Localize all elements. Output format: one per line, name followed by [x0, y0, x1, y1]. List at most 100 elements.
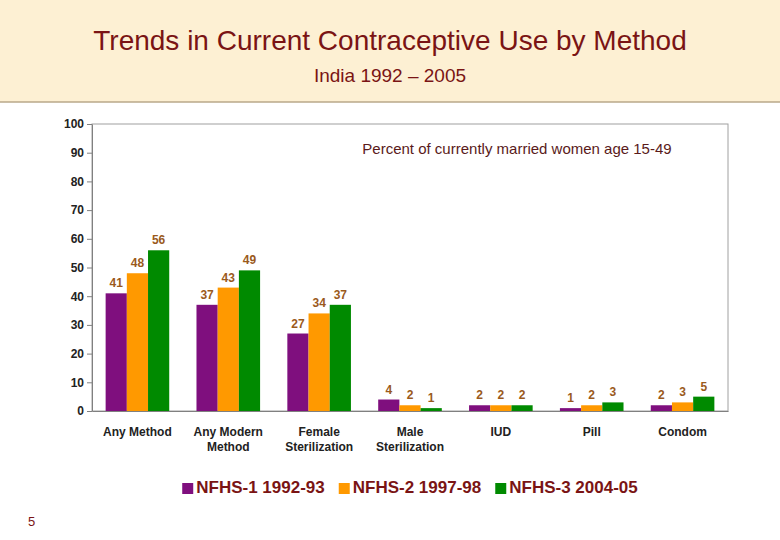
legend: NFHS-1 1992-93 NFHS-2 1997-98 NFHS-3 2004-…	[182, 478, 638, 497]
y-tick-mark	[87, 181, 92, 182]
y-tick: 20	[71, 347, 92, 361]
bar	[330, 305, 351, 411]
y-tick-mark	[87, 411, 92, 412]
bar	[651, 405, 672, 411]
bar	[581, 405, 602, 411]
y-tick-mark	[87, 210, 92, 211]
bar	[127, 273, 148, 411]
data-label: 34	[312, 296, 326, 310]
plot-frame	[92, 124, 728, 411]
y-tick: 30	[71, 318, 92, 332]
data-label: 3	[679, 385, 686, 399]
bar	[511, 405, 532, 411]
bar	[672, 402, 693, 411]
legend-item: NFHS-3 2004-05	[495, 478, 638, 497]
legend-item: NFHS-1 1992-93	[182, 478, 325, 497]
y-tick: 80	[71, 175, 92, 189]
y-tick-mark	[87, 325, 92, 326]
x-tick: Any Method	[103, 411, 172, 439]
data-label: 2	[588, 388, 595, 402]
legend-swatch	[339, 483, 350, 494]
y-tick-label: 60	[71, 232, 85, 246]
data-label: 2	[407, 388, 414, 402]
x-tick: FemaleSterilization	[285, 411, 353, 454]
data-label: 1	[428, 391, 435, 405]
bar	[196, 305, 217, 411]
x-tick-label: FemaleSterilization	[285, 425, 353, 454]
y-tick-mark	[87, 354, 92, 355]
y-tick-mark	[87, 296, 92, 297]
bar	[239, 270, 260, 411]
data-label: 37	[334, 288, 348, 302]
legend-swatch	[182, 483, 193, 494]
x-axis-line	[93, 411, 729, 412]
y-tick: 10	[71, 376, 92, 390]
bar	[309, 313, 330, 411]
y-tick-mark	[87, 268, 92, 269]
bar	[378, 400, 399, 411]
bar	[693, 397, 714, 411]
x-tick-label: IUD	[491, 425, 512, 439]
data-label: 27	[291, 317, 305, 331]
y-tick-label: 100	[64, 117, 84, 131]
y-tick: 40	[71, 290, 92, 304]
legend-label: NFHS-2 1997-98	[353, 478, 482, 497]
x-tick-label: Any ModernMethod	[194, 425, 263, 454]
y-tick: 0	[77, 404, 92, 418]
data-label: 1	[567, 391, 574, 405]
y-tick-label: 90	[71, 146, 85, 160]
y-tick-label: 50	[71, 261, 85, 275]
y-tick-mark	[87, 153, 92, 154]
bar	[490, 405, 511, 411]
x-tick-label: Condom	[658, 425, 707, 439]
y-axis: 0 10 20 30 40 50 60 70 80 90 100	[64, 117, 93, 418]
data-label: 2	[658, 388, 665, 402]
x-tick-label: MaleSterilization	[376, 425, 444, 454]
y-tick: 50	[71, 261, 92, 275]
x-tick: IUD	[491, 411, 512, 439]
bar	[218, 288, 239, 411]
bar	[602, 402, 623, 411]
data-label: 5	[700, 380, 707, 394]
bar	[106, 293, 127, 411]
y-tick-label: 40	[71, 290, 85, 304]
bar	[421, 408, 442, 411]
bar	[148, 250, 169, 411]
y-tick-label: 20	[71, 347, 85, 361]
data-label: 49	[243, 253, 257, 267]
title: Trends in Current Contraceptive Use by M…	[93, 25, 686, 56]
y-tick: 90	[71, 146, 92, 160]
data-label: 37	[200, 288, 214, 302]
legend-label: NFHS-3 2004-05	[509, 478, 638, 497]
y-tick-label: 10	[71, 376, 85, 390]
y-tick-label: 30	[71, 318, 85, 332]
data-label: 48	[131, 256, 145, 270]
bars	[106, 250, 715, 411]
legend-item: NFHS-2 1997-98	[339, 478, 482, 497]
data-label: 56	[152, 233, 166, 247]
data-label: 4	[385, 383, 392, 397]
data-label: 3	[610, 385, 617, 399]
x-axis: Any Method Any ModernMethod FemaleSteriliz…	[93, 411, 729, 454]
slide: Trends in Current Contraceptive Use by M…	[0, 0, 780, 540]
data-label: 2	[519, 388, 526, 402]
title-rule	[0, 101, 780, 103]
y-axis-line	[92, 125, 93, 412]
subtitle: India 1992 – 2005	[314, 65, 466, 86]
y-tick-label: 70	[71, 203, 85, 217]
x-tick: Any ModernMethod	[194, 411, 263, 454]
x-tick: Pill	[583, 411, 601, 439]
data-label: 2	[476, 388, 483, 402]
x-tick: MaleSterilization	[376, 411, 444, 454]
annotation: Percent of currently married women age 1…	[362, 140, 671, 157]
y-tick-mark	[87, 124, 92, 125]
bar	[399, 405, 420, 411]
y-tick: 100	[64, 117, 92, 131]
data-labels: 413727421248433422235649371235	[110, 233, 708, 405]
data-label: 41	[110, 276, 124, 290]
bar	[469, 405, 490, 411]
y-tick: 70	[71, 203, 92, 217]
legend-label: NFHS-1 1992-93	[196, 478, 325, 497]
title-bar	[0, 0, 780, 102]
page-number: 5	[28, 514, 35, 529]
